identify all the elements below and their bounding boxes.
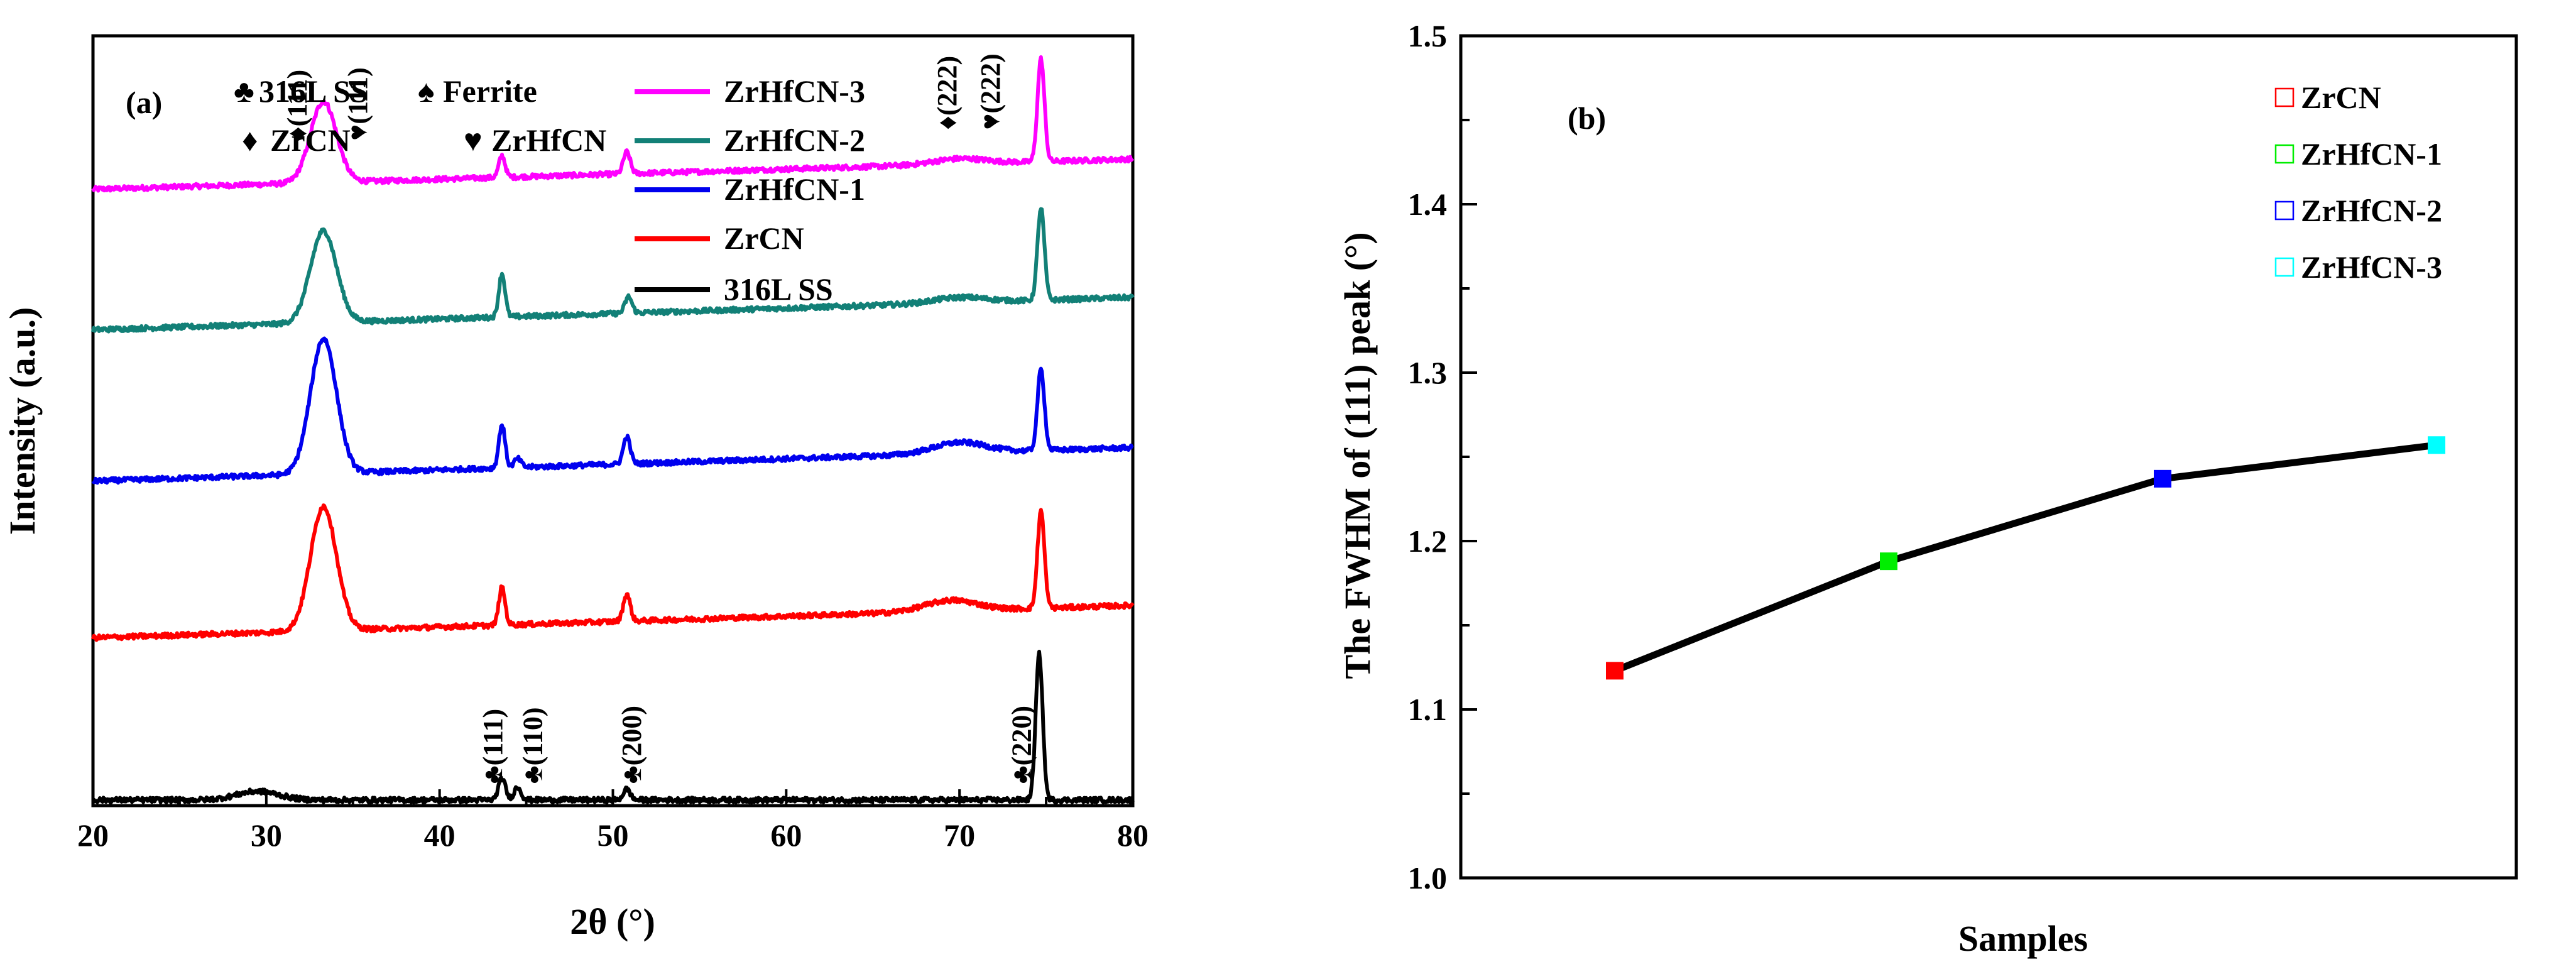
y-tick-label: 1.2 — [1408, 523, 1448, 559]
panel-b-legend: ZrCN ZrHfCN-1 ZrHfCN-2 ZrHfCN-3 — [2274, 80, 2442, 285]
x-tick-label: 20 — [77, 818, 109, 853]
legend-label-316l-ss: 316L SS — [724, 271, 833, 307]
peak-annotation: ♥(222) — [975, 53, 1006, 129]
fwhm-marker-zrhfcn-3 — [2428, 436, 2445, 454]
panel-b-fwhm-line — [1613, 441, 2437, 674]
peak-annotation: ♣(200) — [616, 706, 647, 784]
phase-legend-label: ZrHfCN — [491, 123, 606, 158]
xrd-curve-zrhfcn-3 — [91, 55, 1135, 193]
phase-legend-label: Ferrite — [443, 74, 537, 109]
panel-b-y-axis-title: The FWHM of (111) peak (°) — [1337, 232, 1378, 679]
legend-label-zrhfcn-2: ZrHfCN-2 — [724, 123, 865, 158]
y-tick-label: 1.3 — [1408, 355, 1448, 390]
peak-annotation: ♣(220) — [1007, 706, 1037, 784]
panel-a-phase-legend: ♣ 316L SS ♠ Ferrite ♦ ZrCN ♥ ZrHfCN — [234, 74, 606, 158]
xrd-curve-zrhfcn-2 — [91, 207, 1135, 334]
legend-label-zrhfcn-1: ZrHfCN-1 — [724, 172, 865, 207]
x-tick-label: 60 — [770, 818, 802, 853]
panel-a-x-axis-title: 2θ (°) — [570, 901, 655, 942]
x-tick-label: 80 — [1117, 818, 1149, 853]
legend-label-zrhfcn-2: ZrHfCN-2 — [2301, 193, 2442, 228]
y-tick-label: 1.1 — [1408, 692, 1448, 727]
xrd-curve-316l-ss — [91, 650, 1135, 804]
peak-annotation: ♣(111) — [478, 709, 508, 784]
xrd-curve-zrcn — [91, 503, 1135, 642]
panel-b-markers — [1606, 436, 2445, 680]
peak-annotation: ♦(222) — [932, 56, 963, 130]
x-tick-label: 70 — [944, 818, 975, 853]
phase-legend-symbol: ♠ — [418, 74, 435, 109]
peak-annotation: ♥(111) — [342, 67, 373, 141]
fwhm-line — [1613, 441, 2437, 674]
fwhm-marker-zrhfcn-2 — [2154, 469, 2171, 488]
fwhm-marker-zrhfcn-1 — [1880, 552, 1897, 571]
y-tick-label: 1.0 — [1408, 860, 1448, 895]
legend-marker-zrhfcn-2 — [2274, 200, 2295, 221]
panel-a-series-legend: ZrHfCN-3 ZrHfCN-2 ZrHfCN-1 ZrCN 316L SS — [635, 74, 865, 307]
legend-marker-zrhfcn-3 — [2274, 257, 2295, 277]
legend-label-zrhfcn-1: ZrHfCN-1 — [2301, 136, 2442, 172]
panel-a-label: (a) — [126, 85, 162, 120]
panel-b-label: (b) — [1568, 101, 1606, 136]
legend-marker-zrhfcn-1 — [2274, 144, 2295, 164]
fwhm-marker-zrcn — [1606, 662, 1624, 680]
panel-b-y-ticks: 1.0 1.1 1.2 1.3 1.4 1.5 — [1408, 18, 1477, 895]
xrd-curve-zrhfcn-1 — [91, 336, 1134, 485]
panel-a-peak-annotations: ♦(111) ♥(111) ♦(222) ♥(222) ♣(111) ♣(110) ♣(20… — [282, 53, 1037, 784]
peak-annotation: ♣(110) — [518, 707, 548, 784]
panel-a-y-axis-title: Intensity (a.u.) — [2, 307, 43, 535]
x-tick-label: 40 — [424, 818, 456, 853]
legend-label-zrcn: ZrCN — [724, 221, 804, 256]
phase-legend-label: ZrCN — [270, 123, 351, 158]
panel-b-fwhm-chart: 1.0 1.1 1.2 1.3 1.4 1.5 (b) ZrCN ZrHfCN-1 ZrH… — [1337, 18, 2518, 959]
phase-legend-symbol: ♣ — [234, 74, 254, 109]
phase-legend-symbol: ♦ — [242, 123, 258, 158]
legend-marker-zrcn — [2274, 87, 2295, 107]
panel-a-curves — [91, 55, 1135, 804]
x-tick-label: 30 — [251, 818, 282, 853]
peak-annotation: ♦(111) — [282, 70, 313, 141]
panel-a-xrd-chart: 20 30 40 50 60 70 80 ♦(111) ♥(111) ♦(222) ♥(222) ♣… — [2, 34, 1149, 942]
x-tick-label: 50 — [598, 818, 629, 853]
y-tick-label: 1.4 — [1408, 187, 1448, 222]
y-tick-label: 1.5 — [1408, 18, 1448, 53]
legend-label-zrhfcn-3: ZrHfCN-3 — [724, 74, 865, 109]
legend-label-zrhfcn-3: ZrHfCN-3 — [2301, 249, 2442, 285]
phase-legend-symbol: ♥ — [464, 123, 483, 158]
legend-label-zrcn: ZrCN — [2301, 80, 2381, 115]
phase-legend-label: 316L SS — [259, 74, 368, 109]
panel-b-x-axis-title: Samples — [1958, 918, 2088, 959]
